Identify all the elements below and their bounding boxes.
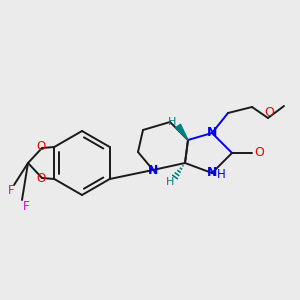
Text: H: H bbox=[166, 177, 174, 187]
Text: F: F bbox=[23, 200, 29, 212]
Text: N: N bbox=[207, 167, 217, 179]
Text: O: O bbox=[36, 172, 46, 185]
Text: N: N bbox=[148, 164, 158, 176]
Text: H: H bbox=[217, 167, 225, 181]
Text: O: O bbox=[264, 106, 274, 119]
Polygon shape bbox=[176, 124, 188, 140]
Text: O: O bbox=[36, 140, 46, 154]
Text: F: F bbox=[8, 184, 14, 196]
Text: O: O bbox=[254, 146, 264, 160]
Text: N: N bbox=[207, 127, 217, 140]
Text: H: H bbox=[168, 117, 176, 127]
